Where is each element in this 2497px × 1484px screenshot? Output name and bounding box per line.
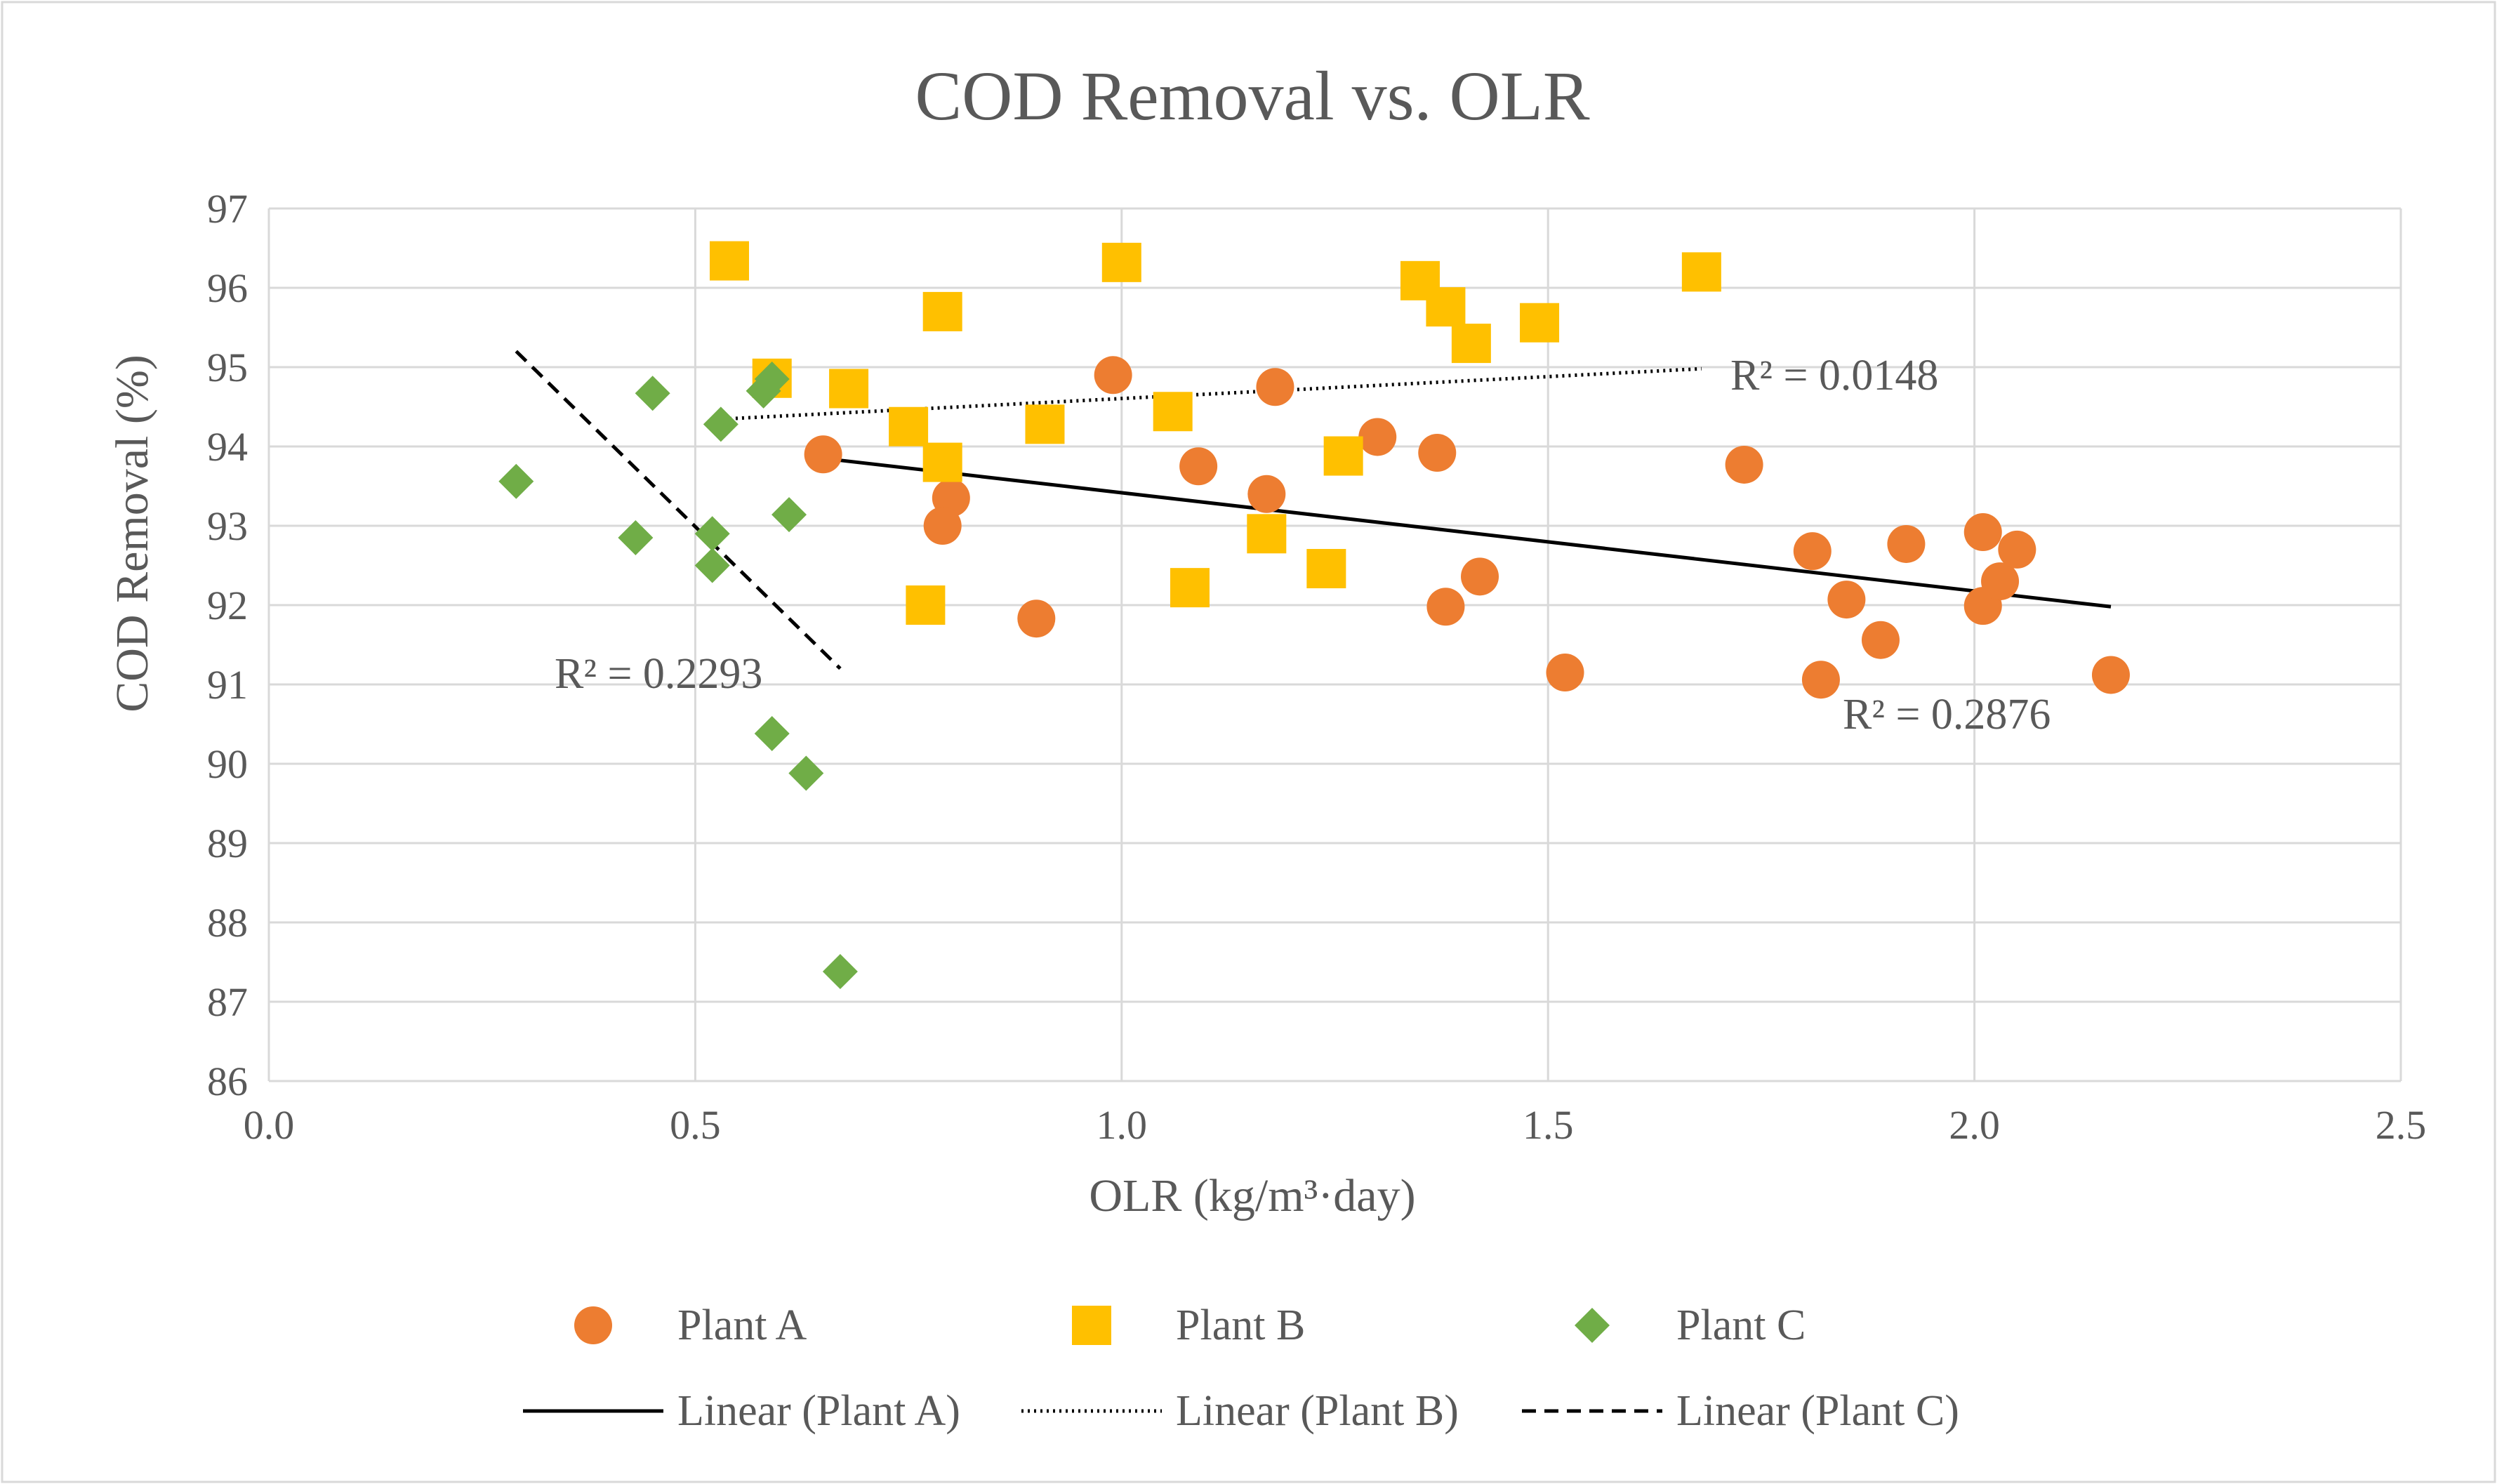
data-point-plant-c [822,954,858,990]
trendline-plant-c [515,350,842,670]
data-point-plant-a [923,507,962,545]
data-point-plant-b [1153,392,1193,432]
gridlines [267,207,2402,1082]
legend-markers [523,1306,1662,1413]
data-point-plant-b [709,241,749,281]
data-point-plant-b [1451,324,1491,364]
data-point-plant-c [788,755,824,791]
data-point-plant-b [1101,242,1141,282]
data-point-plant-a [1793,532,1832,571]
data-point-plant-a [1827,581,1866,619]
legend-label-plant-b: Plant B [1176,1301,1305,1349]
data-point-plant-a [804,435,842,474]
chart-title: COD Removal vs. OLR [915,57,1589,135]
x-axis-ticks: 0.0 0.5 1.0 1.5 2.0 2.5 [244,1102,2427,1148]
trendline-plant-b [729,366,1702,420]
data-point-plant-a [1963,513,2002,552]
y-tick-label: 97 [207,186,248,232]
y-tick-label: 95 [207,345,248,390]
data-point-plant-c [498,463,534,499]
y-axis-title: COD Removal (%) [107,355,158,713]
legend-label-linear-plant-c: Linear (Plant C) [1676,1387,1959,1435]
data-point-plant-b [1025,404,1065,444]
data-point-plant-b [1426,287,1466,327]
x-tick-label: 2.0 [1949,1102,2000,1148]
legend-marker-plant-b [1072,1306,1111,1345]
x-tick-label: 0.5 [670,1102,721,1148]
data-point-plant-a [1981,562,2020,601]
data-point-plant-c [754,716,790,752]
x-tick-label: 2.5 [2376,1102,2427,1148]
data-point-plant-a [1725,445,1763,484]
x-tick-label: 1.0 [1097,1102,1148,1148]
data-point-plant-b [1520,303,1560,343]
y-tick-label: 94 [207,424,248,470]
trendlines [515,350,2112,670]
data-point-plant-a [1017,599,1056,638]
data-point-plant-a [1358,418,1397,456]
data-point-plant-a [1546,654,1584,692]
data-point-plant-c [635,376,670,411]
data-point-plant-c [703,406,738,442]
data-point-plant-b [922,291,962,331]
y-axis-ticks: 86 87 88 89 90 91 92 93 94 95 96 97 [207,186,248,1104]
y-tick-label: 92 [207,583,248,628]
legend-marker-plant-a [574,1306,612,1344]
data-point-plant-c [694,516,730,552]
legend-label-linear-plant-b: Linear (Plant B) [1176,1387,1459,1435]
data-point-plant-a [1179,447,1218,486]
data-point-plant-a [1998,530,2036,569]
data-point-plant-b [906,585,946,625]
x-tick-label: 1.5 [1523,1102,1574,1148]
data-point-plant-b [1306,549,1346,589]
data-point-plant-b [829,369,869,409]
data-point-plant-c [771,497,807,533]
data-point-plant-b [1170,568,1210,608]
data-point-plant-c [754,361,790,397]
y-tick-label: 96 [207,265,248,311]
x-tick-label: 0.0 [244,1102,295,1148]
x-axis-title: OLR (kg/m³·day) [1089,1170,1415,1221]
data-point-plant-c [618,519,654,555]
data-points [498,241,2130,990]
trendline-plant-a [823,456,2112,609]
y-tick-label: 93 [207,503,248,549]
data-point-plant-b [889,406,929,446]
data-point-plant-a [1461,557,1499,596]
r-squared-plant-b: R² = 0.0148 [1730,352,1938,399]
data-point-plant-b [1681,252,1721,292]
legend-label-plant-c: Plant C [1676,1301,1806,1349]
data-point-plant-a [1426,588,1465,626]
data-point-plant-a [1418,434,1457,472]
data-point-plant-a [1256,368,1294,406]
data-point-plant-a [2091,656,2130,694]
data-point-plant-a [1801,661,1840,699]
data-point-plant-a [1094,356,1132,395]
legend-marker-plant-c [1575,1308,1610,1343]
data-point-plant-c [694,548,730,583]
legend-label-plant-a: Plant A [677,1301,807,1349]
legend-label-linear-plant-a: Linear (Plant A) [677,1387,960,1435]
y-tick-label: 87 [207,979,248,1025]
y-tick-label: 90 [207,741,248,787]
y-tick-label: 91 [207,662,248,708]
y-tick-label: 88 [207,900,248,946]
data-point-plant-a [1887,524,1926,563]
r-squared-plant-c: R² = 0.2293 [555,650,762,698]
data-point-plant-a [1247,475,1286,513]
y-tick-label: 86 [207,1059,248,1104]
legend: Plant A Plant B Plant C Linear (Plant A)… [523,1301,1959,1435]
data-point-plant-a [1861,621,1900,659]
r-squared-plant-a: R² = 0.2876 [1843,691,2051,738]
data-point-plant-b [1247,514,1287,554]
y-tick-label: 89 [207,821,248,866]
data-point-plant-b [922,442,962,482]
data-point-plant-b [1323,436,1363,476]
